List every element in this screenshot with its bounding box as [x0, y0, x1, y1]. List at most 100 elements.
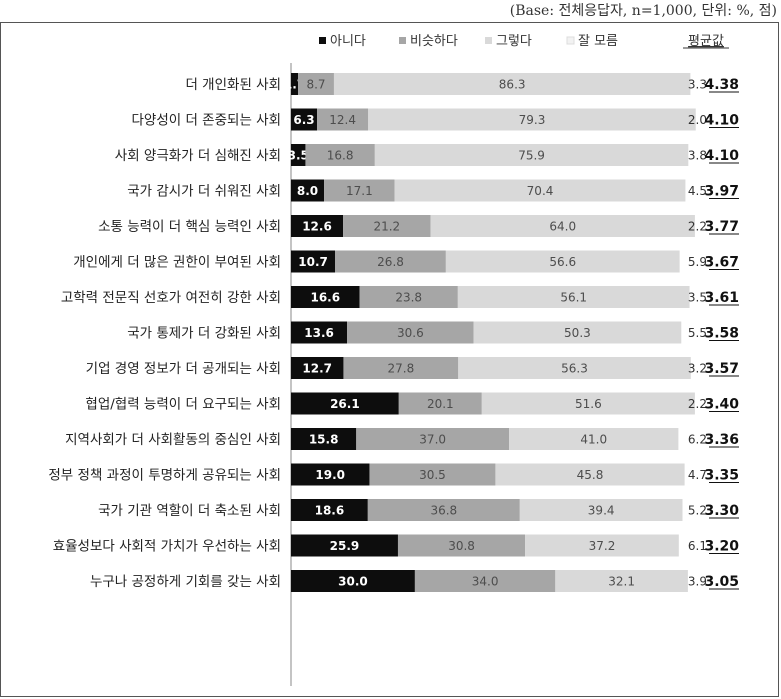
legend-swatch-2 — [399, 37, 406, 44]
bar-segment-아니다 — [291, 428, 357, 450]
bar-segment-그렇다 — [495, 463, 685, 486]
value-label-아니다: 30.0 — [338, 575, 368, 589]
value-label-아니다: 12.7 — [302, 362, 332, 376]
value-label-비슷하다: 23.8 — [395, 291, 422, 305]
bar-row: 정부 정책 과정이 투명하게 공유되는 사회 19.0 30.5 45.8 4.73.3… — [48, 463, 739, 486]
value-label-비슷하다: 27.8 — [387, 362, 414, 376]
category-label: 국가 감시가 더 쉬워진 사회 — [127, 184, 281, 200]
bar-row: 국가 통제가 더 강화된 사회 13.6 30.6 50.3 5.53.58 — [127, 321, 739, 344]
bar-segment-비슷하다 — [317, 108, 369, 131]
value-label-그렇다: 70.4 — [527, 184, 554, 198]
value-label-아니다: 8.0 — [297, 184, 318, 198]
category-label: 정부 정책 과정이 투명하게 공유되는 사회 — [48, 468, 281, 484]
category-label: 지역사회가 더 사회활동의 중심인 사회 — [65, 432, 281, 448]
bar-segment-그렇다 — [374, 144, 689, 166]
category-label: 사회 양극화가 더 심해진 사회 — [115, 148, 281, 164]
value-label-비슷하다: 26.8 — [377, 255, 404, 269]
category-label: 누구나 공정하게 기회를 갖는 사회 — [90, 574, 281, 590]
value-label-잘-모름: 3.9 — [688, 575, 707, 589]
value-label-그렇다: 45.8 — [577, 468, 604, 482]
bar-row: 사회 양극화가 더 심해진 사회 3.5 16.8 75.9 3.84.10 — [115, 144, 739, 166]
bar-segment-그렇다 — [394, 179, 686, 202]
bar-segment-비슷하다 — [398, 392, 482, 415]
bar-segment-비슷하다 — [369, 463, 496, 486]
value-label-비슷하다: 30.6 — [397, 326, 424, 340]
bar-segment-아니다 — [291, 179, 325, 202]
value-label-아니다: 16.6 — [310, 291, 340, 305]
bar-segment-비슷하다 — [343, 215, 431, 237]
value-label-아니다: 25.9 — [330, 539, 360, 553]
value-label-잘-모름: 2.0 — [688, 113, 707, 127]
value-label-잘-모름: 3.5 — [688, 291, 707, 305]
category-label: 국가 통제가 더 강화된 사회 — [127, 326, 281, 342]
value-label-그렇다: 64.0 — [549, 220, 576, 234]
value-label-그렇다: 79.3 — [519, 113, 546, 127]
bar-segment-아니다 — [291, 250, 336, 273]
category-label: 효율성보다 사회적 가치가 우선하는 사회 — [53, 539, 281, 555]
value-label-그렇다: 56.3 — [561, 362, 588, 376]
legend-label-2: 비슷하다 — [410, 34, 458, 49]
average-value: 4.10 — [704, 113, 739, 129]
bar-segment-비슷하다 — [298, 73, 334, 95]
bar-segment-그렇다 — [481, 392, 695, 415]
bar-segment-비슷하다 — [414, 570, 556, 592]
bar-segment-아니다 — [291, 144, 306, 166]
average-value: 3.40 — [704, 397, 739, 413]
bar-segment-비슷하다 — [335, 250, 446, 273]
value-label-그렇다: 86.3 — [499, 78, 526, 92]
value-label-그렇다: 32.1 — [608, 575, 635, 589]
average-value: 3.67 — [704, 255, 739, 271]
bar-segment-아니다 — [291, 534, 398, 557]
value-label-비슷하다: 37.0 — [419, 433, 446, 447]
bar-segment-아니다 — [291, 215, 344, 237]
bar-segment-그렇다 — [525, 534, 679, 557]
average-value: 3.36 — [704, 432, 739, 448]
bar-segment-그렇다 — [368, 108, 696, 131]
bar-row: 지역사회가 더 사회활동의 중심인 사회 15.8 37.0 41.0 6.23.36 — [65, 428, 739, 450]
bar-segment-그렇다 — [473, 321, 682, 344]
bar-segment-비슷하다 — [359, 286, 458, 308]
average-value: 3.57 — [704, 361, 739, 377]
bar-segment-비슷하다 — [356, 428, 510, 450]
legend-swatch-1 — [319, 37, 326, 44]
value-label-그렇다: 39.4 — [588, 504, 615, 518]
bar-segment-아니다 — [291, 570, 415, 592]
value-label-잘-모름: 6.2 — [688, 433, 707, 447]
value-label-잘-모름: 3.3 — [688, 78, 707, 92]
bar-segment-아니다 — [291, 108, 318, 131]
average-value: 3.97 — [704, 184, 739, 200]
value-label-잘-모름: 5.9 — [688, 255, 707, 269]
bar-segment-비슷하다 — [347, 321, 474, 344]
value-label-비슷하다: 30.5 — [419, 468, 446, 482]
average-value: 4.38 — [704, 77, 739, 93]
value-label-비슷하다: 8.7 — [306, 78, 325, 92]
bar-segment-아니다 — [291, 73, 299, 95]
value-label-비슷하다: 12.4 — [329, 113, 356, 127]
value-label-아니다: 13.6 — [304, 326, 334, 340]
average-value: 3.05 — [704, 574, 739, 590]
bar-segment-그렇다 — [458, 357, 691, 379]
value-label-비슷하다: 16.8 — [327, 149, 354, 163]
average-value: 3.30 — [704, 503, 739, 519]
bar-segment-그렇다 — [555, 570, 688, 592]
value-label-아니다: 15.8 — [309, 433, 339, 447]
bar-segment-그렇다 — [457, 286, 690, 308]
value-label-잘-모름: 4.7 — [688, 468, 707, 482]
legend-label-3: 그렇다 — [496, 34, 532, 49]
bar-row: 협업/협력 능력이 더 요구되는 사회 26.1 20.1 51.6 2.23.40 — [85, 392, 739, 415]
bar-segment-아니다 — [291, 499, 368, 521]
value-label-잘-모름: 2.2 — [688, 397, 707, 411]
legend-label-1: 아니다 — [330, 34, 366, 49]
chart-frame: 아니다 비슷하다 그렇다 잘 모름 평균값 더 개인화된 사회 1.7 8.7 86.3 3.3… — [0, 22, 779, 697]
bar-row: 누구나 공정하게 기회를 갖는 사회 30.0 34.0 32.1 3.93.05 — [90, 570, 739, 592]
bar-segment-그렇다 — [509, 428, 679, 450]
value-label-잘-모름: 5.2 — [688, 504, 707, 518]
bar-row: 국가 감시가 더 쉬워진 사회 8.0 17.1 70.4 4.53.97 — [127, 179, 739, 202]
average-value: 3.61 — [704, 290, 739, 306]
bar-segment-그렇다 — [430, 215, 695, 237]
category-label: 고학력 전문직 선호가 여전히 강한 사회 — [61, 290, 281, 306]
value-label-아니다: 3.5 — [288, 149, 309, 163]
value-label-비슷하다: 20.1 — [427, 397, 454, 411]
average-value: 3.77 — [704, 219, 739, 235]
